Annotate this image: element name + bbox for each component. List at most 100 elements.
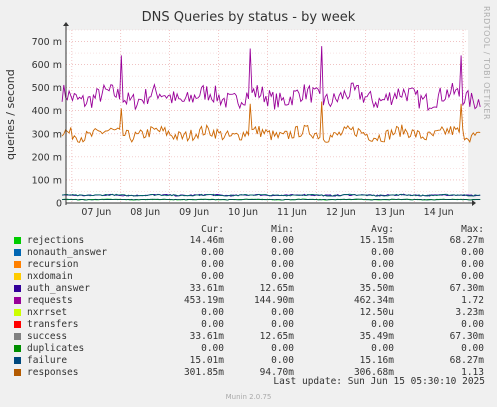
x-tick-label: 14 Jun bbox=[424, 207, 454, 218]
legend-min: 0.00 bbox=[271, 355, 294, 366]
legend-max: 3.23m bbox=[455, 307, 484, 318]
legend-swatch bbox=[14, 357, 21, 364]
legend-max: 0.00 bbox=[461, 319, 484, 330]
legend-max: 0.00 bbox=[461, 247, 484, 258]
legend-swatch bbox=[14, 345, 21, 352]
legend-cur: 0.00 bbox=[201, 247, 224, 258]
legend-name: nxrrset bbox=[27, 307, 68, 318]
x-tick-label: 10 Jun bbox=[228, 207, 258, 218]
series-line-responses bbox=[61, 101, 481, 143]
legend-row-auth_answer: auth_answer 33.61m 12.65m 35.50m 67.30m bbox=[14, 283, 494, 295]
x-tick-label: 11 Jun bbox=[277, 207, 307, 218]
legend-avg: 12.50u bbox=[359, 307, 394, 318]
y-axis-arrow bbox=[63, 22, 69, 26]
legend-header-cell: Cur: bbox=[201, 224, 224, 235]
legend-max: 67.30m bbox=[449, 283, 484, 294]
legend-cur: 14.46m bbox=[189, 235, 224, 246]
legend-min: 12.65m bbox=[259, 283, 294, 294]
legend-cur: 0.00 bbox=[201, 319, 224, 330]
legend-min: 0.00 bbox=[271, 307, 294, 318]
legend-max: 67.30m bbox=[449, 331, 484, 342]
legend-avg: 15.15m bbox=[359, 235, 394, 246]
legend-row-responses: responses 301.85m 94.70m 306.68m 1.13 bbox=[14, 367, 494, 379]
legend-cur: 33.61m bbox=[189, 283, 224, 294]
y-tick-label: 600 m bbox=[32, 60, 62, 71]
legend-swatch bbox=[14, 321, 21, 328]
legend-name: nonauth_answer bbox=[27, 247, 108, 258]
legend-row-failure: failure 15.01m 0.00 15.16m 68.27m bbox=[14, 355, 494, 367]
legend-avg: 306.68m bbox=[353, 367, 394, 378]
legend-row-success: success 33.61m 12.65m 35.49m 67.30m bbox=[14, 331, 494, 343]
legend-header-cell: Max: bbox=[461, 224, 484, 235]
x-tick-label: 08 Jun bbox=[130, 207, 160, 218]
legend-swatch bbox=[14, 309, 21, 316]
legend-cur: 0.00 bbox=[201, 271, 224, 282]
legend-swatch bbox=[14, 237, 21, 244]
legend-min: 0.00 bbox=[271, 259, 294, 270]
legend-header-cell: Avg: bbox=[371, 224, 394, 235]
legend-avg: 15.16m bbox=[359, 355, 394, 366]
legend-swatch bbox=[14, 285, 21, 292]
legend-min: 0.00 bbox=[271, 247, 294, 258]
legend-row-recursion: recursion 0.00 0.00 0.00 0.00 bbox=[14, 259, 494, 271]
legend-name: rejections bbox=[27, 235, 85, 246]
legend-name: duplicates bbox=[27, 343, 85, 354]
y-tick-label: 100 m bbox=[32, 175, 62, 186]
legend-avg: 35.50m bbox=[359, 283, 394, 294]
x-tick-label: 07 Jun bbox=[81, 207, 111, 218]
legend-min: 0.00 bbox=[271, 319, 294, 330]
legend-max: 68.27m bbox=[449, 355, 484, 366]
legend-swatch bbox=[14, 297, 21, 304]
legend-cur: 15.01m bbox=[189, 355, 224, 366]
legend-name: recursion bbox=[27, 259, 79, 270]
legend-cur: 33.61m bbox=[189, 331, 224, 342]
x-axis-arrow bbox=[472, 200, 476, 206]
legend-min: 0.00 bbox=[271, 271, 294, 282]
legend-row-transfers: transfers 0.00 0.00 0.00 0.00 bbox=[14, 319, 494, 331]
series-line-success bbox=[62, 193, 481, 197]
last-update: Last update: Sun Jun 15 05:30:10 2025 bbox=[273, 376, 485, 387]
legend-row-nxrrset: nxrrset 0.00 0.00 12.50u 3.23m bbox=[14, 307, 494, 319]
legend-row-rejections: rejections 14.46m 0.00 15.15m 68.27m bbox=[14, 235, 494, 247]
series-line-requests bbox=[61, 46, 481, 112]
y-tick-label: 300 m bbox=[32, 129, 62, 140]
x-tick-label: 13 Jun bbox=[375, 207, 405, 218]
legend-row-nonauth_answer: nonauth_answer 0.00 0.00 0.00 0.00 bbox=[14, 247, 494, 259]
legend-max: 1.72 bbox=[461, 295, 484, 306]
legend-header: Cur: Min: Avg: Max: bbox=[14, 224, 494, 236]
legend-swatch bbox=[14, 369, 21, 376]
legend-cur: 453.19m bbox=[183, 295, 224, 306]
legend-name: requests bbox=[27, 295, 73, 306]
legend-min: 12.65m bbox=[259, 331, 294, 342]
legend-name: responses bbox=[27, 367, 79, 378]
plot-area bbox=[66, 30, 468, 203]
legend-name: transfers bbox=[27, 319, 79, 330]
legend-max: 0.00 bbox=[461, 271, 484, 282]
y-tick-label: 700 m bbox=[32, 37, 62, 48]
legend-cur: 0.00 bbox=[201, 307, 224, 318]
legend-max: 0.00 bbox=[461, 259, 484, 270]
legend-min: 0.00 bbox=[271, 235, 294, 246]
legend-header-cell: Min: bbox=[271, 224, 294, 235]
legend-name: auth_answer bbox=[27, 283, 90, 294]
legend-avg: 0.00 bbox=[371, 247, 394, 258]
legend-min: 0.00 bbox=[271, 343, 294, 354]
legend-row-requests: requests 453.19m 144.90m 462.34m 1.72 bbox=[14, 295, 494, 307]
legend-min: 94.70m bbox=[259, 367, 294, 378]
y-tick-label: 400 m bbox=[32, 106, 62, 117]
munin-version: Munin 2.0.75 bbox=[225, 393, 272, 401]
legend-cur: 0.00 bbox=[201, 343, 224, 354]
rrdtool-watermark: RRDTOOL / TOBI OETIKER bbox=[482, 6, 491, 121]
legend-avg: 0.00 bbox=[371, 319, 394, 330]
legend-avg: 0.00 bbox=[371, 343, 394, 354]
legend-max: 1.13 bbox=[461, 367, 484, 378]
y-tick-label: 0 bbox=[56, 199, 62, 210]
legend-max: 0.00 bbox=[461, 343, 484, 354]
legend-avg: 0.00 bbox=[371, 259, 394, 270]
chart-plot: 0 100 m 200 m 300 m 400 m 500 m 600 m 700 m 07 J… bbox=[32, 22, 481, 218]
legend-name: success bbox=[27, 331, 68, 342]
legend-row-nxdomain: nxdomain 0.00 0.00 0.00 0.00 bbox=[14, 271, 494, 283]
legend-avg: 462.34m bbox=[353, 295, 394, 306]
legend-max: 68.27m bbox=[449, 235, 484, 246]
legend-swatch bbox=[14, 273, 21, 280]
